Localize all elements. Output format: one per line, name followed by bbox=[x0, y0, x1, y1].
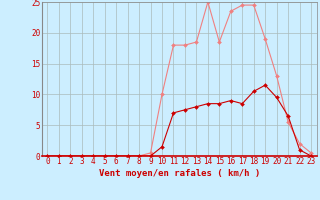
X-axis label: Vent moyen/en rafales ( km/h ): Vent moyen/en rafales ( km/h ) bbox=[99, 169, 260, 178]
